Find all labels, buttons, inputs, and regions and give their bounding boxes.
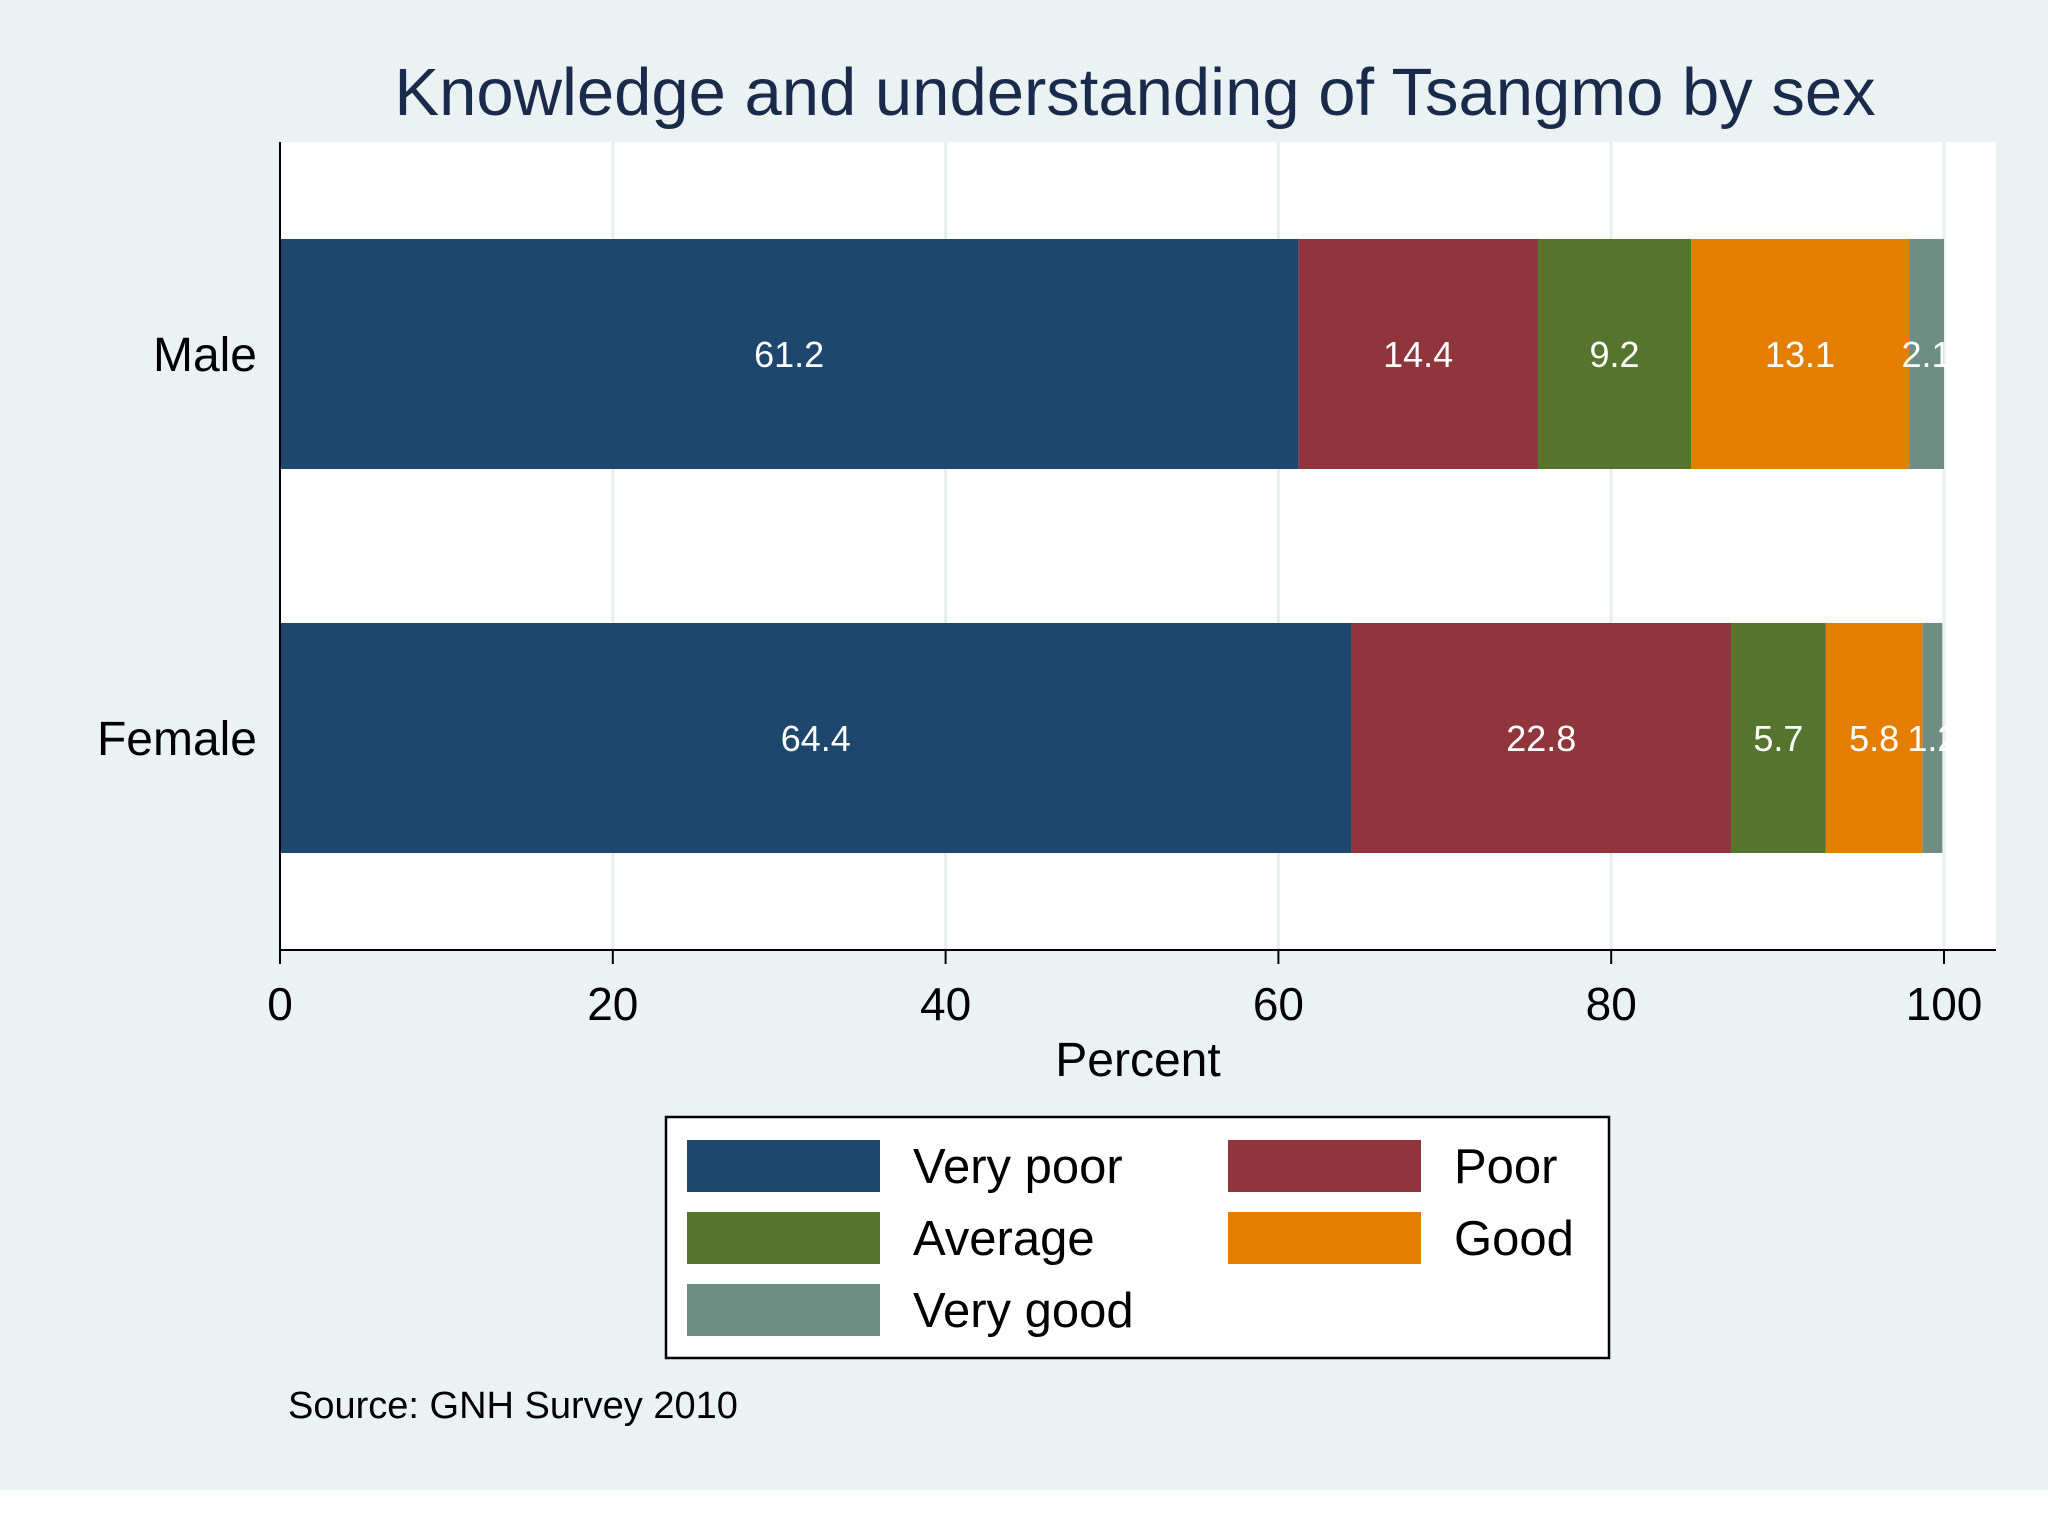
- value-label-male-good: 13.1: [1765, 334, 1835, 375]
- bar-female-average: [1731, 623, 1826, 853]
- value-label-male-poor: 14.4: [1383, 334, 1453, 375]
- bar-female-poor: [1351, 623, 1732, 853]
- legend-swatch-average: [687, 1212, 880, 1264]
- value-label-female-good: 5.8: [1849, 718, 1899, 759]
- legend-swatch-very-poor: [687, 1140, 880, 1192]
- value-labels: 61.2 14.4 9.2 13.1 2.1 64.4 22.8 5.7 5.8 1.2: [754, 334, 1957, 759]
- legend-swatch-very-good: [687, 1284, 880, 1336]
- legend-items: Very poor Poor Average Good Very good: [687, 1140, 1574, 1338]
- x-tick-label-40: 40: [920, 978, 971, 1030]
- legend-swatch-poor: [1228, 1140, 1421, 1192]
- x-tick-label-80: 80: [1586, 978, 1637, 1030]
- value-label-female-poor: 22.8: [1506, 718, 1576, 759]
- category-label-male: Male: [153, 329, 257, 382]
- x-axis-title: Percent: [1055, 1034, 1220, 1087]
- bar-male-good: [1691, 239, 1910, 469]
- category-labels: Male Female: [97, 329, 257, 766]
- value-label-male-very-poor: 61.2: [754, 334, 824, 375]
- value-label-female-very-good: 1.2: [1907, 718, 1957, 759]
- bars: [280, 239, 1944, 853]
- source-note: Source: GNH Survey 2010: [288, 1385, 738, 1427]
- x-tick-label-100: 100: [1906, 978, 1983, 1030]
- legend-label-average: Average: [913, 1212, 1095, 1266]
- x-tick-label-60: 60: [1253, 978, 1304, 1030]
- x-tick-label-0: 0: [267, 978, 293, 1030]
- bar-male-very-poor: [280, 239, 1299, 469]
- value-label-male-very-good: 2.1: [1902, 334, 1952, 375]
- x-tick-label-20: 20: [587, 978, 638, 1030]
- bar-female-very-good: [1922, 623, 1943, 853]
- chart-title: Knowledge and understanding of Tsangmo b…: [394, 55, 1875, 130]
- bar-male-very-good: [1909, 239, 1944, 469]
- legend-label-good: Good: [1454, 1212, 1574, 1266]
- legend-label-very-poor: Very poor: [913, 1140, 1123, 1194]
- legend: Very poor Poor Average Good Very good: [664, 1115, 1611, 1360]
- category-label-female: Female: [97, 713, 257, 766]
- bar-female-good: [1825, 623, 1923, 853]
- bar-male-poor: [1298, 239, 1538, 469]
- value-label-female-average: 5.7: [1753, 718, 1803, 759]
- value-label-female-very-poor: 64.4: [781, 718, 851, 759]
- legend-label-very-good: Very good: [913, 1284, 1134, 1338]
- bar-male-average: [1537, 239, 1692, 469]
- legend-swatch-good: [1228, 1212, 1421, 1264]
- x-axis-ticks: 0 20 40 60 80 100: [267, 950, 1982, 1030]
- bar-female-very-poor: [280, 623, 1352, 853]
- legend-label-poor: Poor: [1454, 1140, 1558, 1194]
- value-label-male-average: 9.2: [1590, 334, 1640, 375]
